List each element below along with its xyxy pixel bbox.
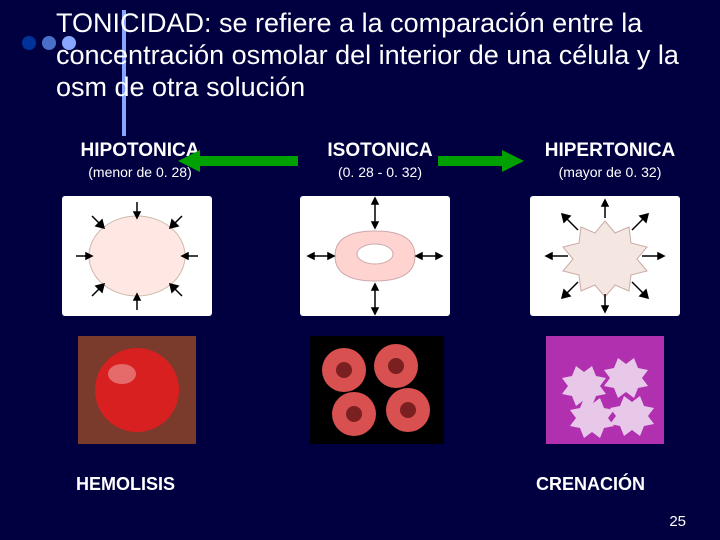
bullet-icon xyxy=(22,36,36,50)
arrow-right-icon xyxy=(438,148,524,174)
slide: TONICIDAD: se refiere a la comparación e… xyxy=(0,0,720,540)
photo-iso xyxy=(310,336,444,444)
slide-title: TONICIDAD: se refiere a la comparación e… xyxy=(56,8,696,104)
photo-hipo xyxy=(78,336,196,444)
arrow-left-icon xyxy=(178,148,298,174)
photo-hiper xyxy=(546,336,664,444)
diagram-iso xyxy=(300,196,450,316)
result-hipo: HEMOLISIS xyxy=(76,474,175,495)
hiper-heading: HIPERTONICA xyxy=(510,140,710,162)
result-hiper: CRENACIÓN xyxy=(536,474,645,495)
diagram-hipo xyxy=(62,196,212,316)
hiper-sub: (mayor de 0. 32) xyxy=(510,164,710,180)
page-number: 25 xyxy=(669,513,686,530)
bullet-icon xyxy=(42,36,56,50)
col-hiper-head: HIPERTONICA (mayor de 0. 32) xyxy=(510,140,710,180)
diagram-hiper xyxy=(530,196,680,316)
